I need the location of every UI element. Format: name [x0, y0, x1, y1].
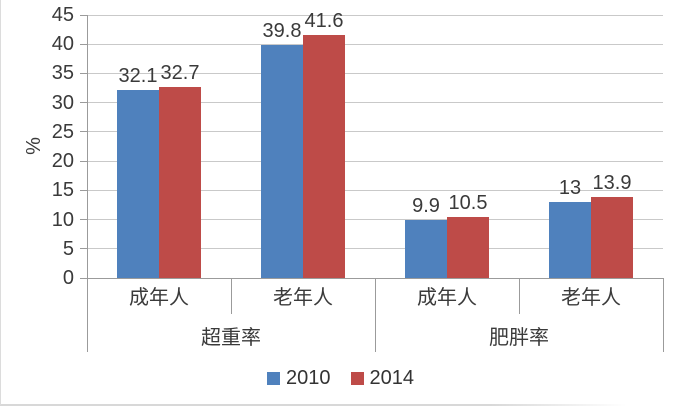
category-label: 老年人: [561, 287, 621, 309]
y-tick-label: 0: [62, 267, 74, 289]
y-axis-tick: [80, 160, 87, 162]
group-label: 超重率: [201, 327, 261, 349]
legend-item-2010: 2010: [267, 366, 331, 390]
y-axis-tick: [80, 43, 87, 45]
bar-2010-3: [549, 202, 591, 278]
legend-label: 2014: [369, 367, 415, 389]
gridline: [87, 131, 663, 133]
gridline: [87, 14, 663, 16]
gridline: [87, 43, 663, 45]
legend-swatch-2010: [267, 371, 280, 385]
bar-2014-1: [303, 34, 345, 278]
group-separator: [374, 278, 376, 352]
y-tick-label: 40: [51, 33, 74, 56]
category-label: 老年人: [273, 287, 333, 309]
bar-2014-3: [591, 196, 633, 278]
gridline: [87, 189, 663, 191]
bar-2010-2: [405, 220, 447, 278]
legend: 2010 2014: [0, 366, 681, 390]
group-label: 肥胖率: [489, 327, 549, 349]
y-axis-tick: [80, 102, 87, 104]
data-label: 39.8: [262, 20, 302, 43]
data-label: 32.7: [160, 61, 200, 84]
category-separator: [518, 278, 520, 314]
y-axis-tick: [80, 72, 87, 74]
y-axis-tick: [80, 189, 87, 191]
gridline: [87, 160, 663, 162]
data-label: 13.9: [592, 171, 632, 194]
data-label: 13: [558, 177, 582, 200]
y-tick-label: 35: [51, 62, 74, 85]
data-label: 41.6: [304, 9, 344, 32]
data-label: 32.1: [118, 65, 158, 88]
y-tick-label: 25: [51, 120, 74, 143]
y-axis-tick: [80, 14, 87, 16]
gridline: [87, 102, 663, 104]
data-label: 10.5: [448, 191, 488, 214]
gridline: [87, 72, 663, 74]
y-tick-label: 45: [51, 4, 74, 26]
legend-swatch-2014: [350, 371, 364, 385]
y-axis-tick: [80, 219, 87, 221]
y-tick-label: 20: [51, 150, 74, 173]
bar-2014-2: [447, 216, 489, 278]
bar-2010-1: [261, 45, 303, 278]
y-axis-line: [86, 15, 88, 352]
data-label: 9.9: [412, 195, 440, 218]
category-label: 成年人: [417, 287, 477, 309]
bar-2014-0: [159, 86, 201, 278]
y-axis-tick: [80, 277, 87, 279]
gridline: [87, 248, 663, 250]
screenshot-left-edge: [0, 0, 1, 405]
y-tick-label: 30: [51, 91, 74, 114]
y-tick-label: 5: [62, 237, 74, 260]
group-separator: [662, 278, 664, 352]
y-axis-tick: [80, 248, 87, 250]
bar-2010-0: [117, 90, 159, 278]
y-tick-label: 15: [51, 179, 74, 202]
legend-item-2014: 2014: [350, 366, 415, 390]
legend-label: 2010: [286, 367, 331, 389]
y-tick-label: 10: [51, 208, 74, 231]
gridline: [87, 219, 663, 221]
category-label: 成年人: [129, 287, 189, 309]
screenshot-bottom-edge: [0, 404, 681, 406]
category-separator: [230, 278, 232, 314]
y-axis-tick: [80, 131, 87, 133]
